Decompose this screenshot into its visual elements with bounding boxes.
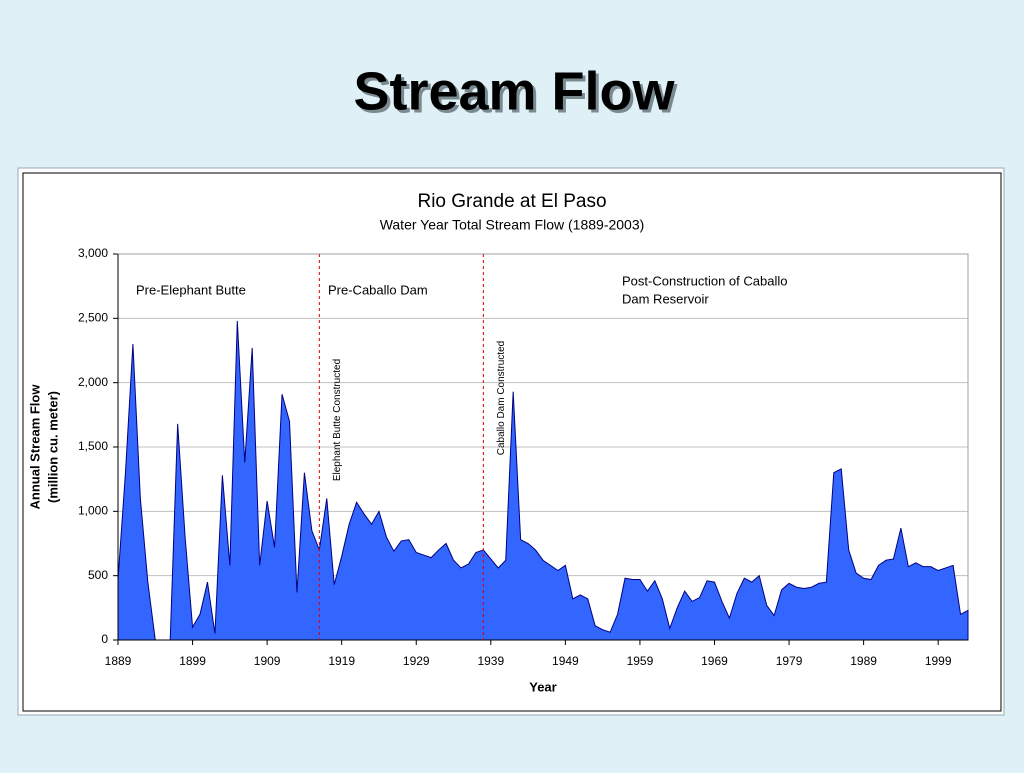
region-label: Dam Reservoir bbox=[622, 291, 709, 306]
x-tick-label: 1949 bbox=[552, 654, 579, 668]
y-tick-label: 1,000 bbox=[78, 504, 108, 518]
x-tick-label: 1999 bbox=[925, 654, 952, 668]
y-axis-label: Annual Stream Flow bbox=[27, 384, 42, 510]
x-tick-label: 1989 bbox=[850, 654, 877, 668]
x-tick-label: 1929 bbox=[403, 654, 430, 668]
y-tick-label: 1,500 bbox=[78, 439, 108, 453]
y-tick-label: 2,500 bbox=[78, 311, 108, 325]
x-tick-label: 1909 bbox=[254, 654, 281, 668]
y-tick-label: 500 bbox=[88, 568, 108, 582]
y-tick-label: 0 bbox=[101, 632, 108, 646]
chart-title: Rio Grande at El Paso bbox=[417, 191, 606, 212]
slide-title: Stream Flow bbox=[353, 61, 675, 121]
x-tick-label: 1959 bbox=[627, 654, 654, 668]
x-tick-label: 1889 bbox=[105, 654, 132, 668]
area bbox=[117, 320, 969, 641]
chart-border bbox=[22, 172, 1002, 712]
y-tick-label: 2,000 bbox=[78, 375, 108, 389]
event-label: Caballo Dam Constructed bbox=[496, 341, 507, 456]
x-tick-label: 1899 bbox=[179, 654, 206, 668]
x-axis-label: Year bbox=[529, 679, 556, 694]
slide-title-shadow: Stream Flow bbox=[356, 64, 678, 124]
x-tick-label: 1939 bbox=[477, 654, 504, 668]
x-tick-label: 1979 bbox=[776, 654, 803, 668]
event-label: Elephant Butte Constructed bbox=[332, 359, 343, 481]
region-label: Pre-Caballo Dam bbox=[328, 282, 428, 297]
x-tick-label: 1969 bbox=[701, 654, 728, 668]
y-axis-label: (million cu. meter) bbox=[45, 391, 60, 503]
chart-subtitle: Water Year Total Stream Flow (1889-2003) bbox=[380, 217, 645, 233]
region-label: Post-Construction of Caballo bbox=[622, 273, 787, 288]
x-tick-label: 1919 bbox=[328, 654, 355, 668]
y-tick-label: 3,000 bbox=[78, 246, 108, 260]
region-label: Pre-Elephant Butte bbox=[136, 282, 246, 297]
